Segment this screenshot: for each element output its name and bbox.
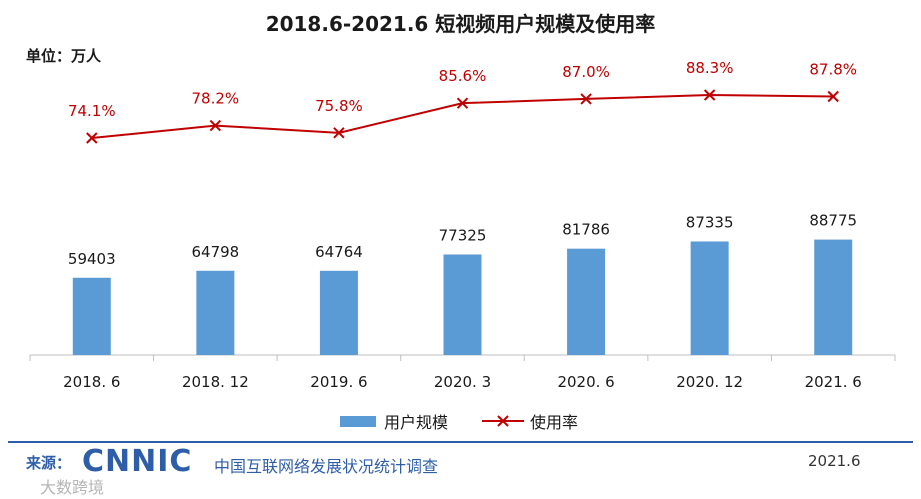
line-value-label: 88.3% <box>686 59 734 77</box>
line-value-label: 87.0% <box>562 63 610 81</box>
bar <box>443 254 482 355</box>
x-tick-label: 2020. 6 <box>557 373 614 391</box>
bar <box>196 270 235 355</box>
line-point-marker <box>456 97 469 109</box>
line-value-label: 75.8% <box>315 97 363 115</box>
bar-value-label: 64798 <box>191 243 239 261</box>
bar-value-label: 77325 <box>439 226 487 244</box>
bar <box>567 248 606 355</box>
legend-bar-swatch <box>340 415 376 427</box>
bar-value-label: 87335 <box>686 213 734 231</box>
bar <box>319 270 358 355</box>
line-point-marker <box>827 90 839 103</box>
bar <box>690 241 729 355</box>
x-tick-label: 2018. 12 <box>182 373 249 391</box>
bar-value-label: 59403 <box>68 250 116 268</box>
x-tick-label: 2019. 6 <box>310 373 367 391</box>
footer-org-name: 中国互联网络发展状况统计调查 <box>214 457 439 476</box>
legend-item-line: 使用率 <box>482 409 578 433</box>
x-tick-label: 2020. 12 <box>676 373 743 391</box>
line-point-marker <box>86 132 98 144</box>
chart-title: 2018.6-2021.6 短视频用户规模及使用率 <box>265 12 656 36</box>
line-value-label: 87.8% <box>809 61 857 79</box>
line-point-marker <box>703 89 716 101</box>
legend-line-label: 使用率 <box>530 413 579 432</box>
legend-bar-label: 用户规模 <box>384 413 449 432</box>
line-point-marker <box>209 119 222 132</box>
line-value-label: 85.6% <box>439 67 487 85</box>
footer-date: 2021.6 <box>808 452 861 470</box>
bar <box>814 239 853 355</box>
line-value-label: 78.2% <box>192 90 240 108</box>
chart-plot: 59403 2018. 6 64798 2018. 12 64764 2019. 6 773… <box>29 59 896 391</box>
line-value-label: 74.1% <box>68 102 116 120</box>
legend: 用户规模 使用率 <box>340 410 612 432</box>
unit-label: 单位：万人 <box>26 47 102 65</box>
x-tick-label: 2021. 6 <box>805 373 862 391</box>
line-point-marker <box>333 127 345 139</box>
x-tick-label: 2018. 6 <box>63 373 120 391</box>
corner-watermark: 大数跨境 <box>40 478 105 497</box>
footer-source-label: 来源： <box>26 454 72 472</box>
line-point-marker <box>580 93 592 105</box>
bar <box>72 277 111 355</box>
cnnic-logo: CNNIC <box>82 444 193 479</box>
bar-value-label: 88775 <box>809 212 857 230</box>
footer-divider <box>8 441 913 443</box>
legend-item-bar: 用户规模 <box>340 409 448 433</box>
bar-value-label: 81786 <box>562 221 610 239</box>
bar-value-label: 64764 <box>315 243 363 261</box>
x-tick-label: 2020. 3 <box>434 373 491 391</box>
legend-line-swatch <box>482 415 525 427</box>
